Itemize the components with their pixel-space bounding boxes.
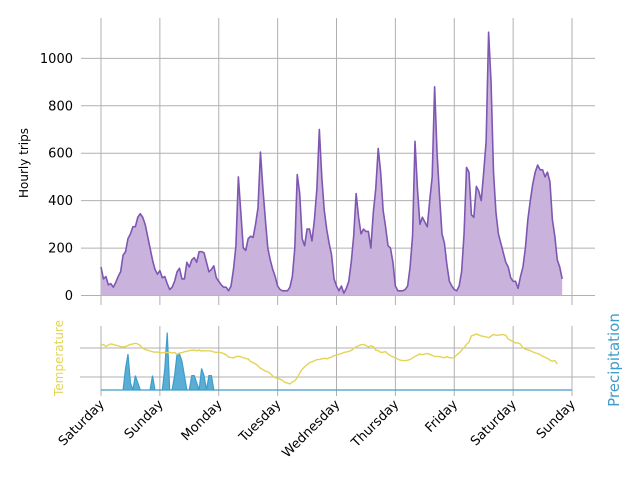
y-tick-label-600: 600: [48, 147, 73, 162]
top-panel-series: [100, 31, 563, 296]
y-axis-label-precipitation: Precipitation: [605, 313, 623, 407]
y-axis-label-hourly-trips: Hourly trips: [17, 128, 31, 198]
y-tick-label-200: 200: [48, 242, 73, 257]
x-tick-label-friday-6: Friday: [423, 397, 462, 436]
x-tick-label-monday-2: Monday: [179, 397, 226, 444]
top-panel-grid: [81, 18, 595, 305]
x-tick-label-tuesday-3: Tuesday: [236, 397, 285, 446]
x-tick-label-thursday-5: Thursday: [348, 397, 402, 451]
x-tick-label-saturday-7: Saturday: [468, 397, 520, 449]
y-tick-label-400: 400: [48, 194, 73, 209]
x-tick-label-sunday-1: Sunday: [122, 397, 167, 442]
x-tick-label-wednesday-4: Wednesday: [280, 397, 344, 461]
hourly-trips-area: [101, 32, 563, 296]
x-tick-label-saturday-0: Saturday: [56, 397, 108, 449]
precipitation-area: [101, 332, 572, 391]
y-tick-label-0: 0: [65, 289, 73, 304]
y-tick-label-800: 800: [48, 99, 73, 114]
y-tick-label-1000: 1000: [40, 52, 73, 67]
temperature-line: [100, 333, 558, 385]
y-axis-label-temperature: Temperature: [52, 320, 66, 397]
bottom-panel-series: [100, 332, 572, 391]
hourly-trips-line: [100, 31, 563, 294]
bottom-panel-grid: [80, 326, 595, 396]
x-tick-label-sunday-8: Sunday: [534, 397, 579, 442]
top-panel-y-ticks: 0 200 400 600 800 1000: [40, 52, 73, 304]
